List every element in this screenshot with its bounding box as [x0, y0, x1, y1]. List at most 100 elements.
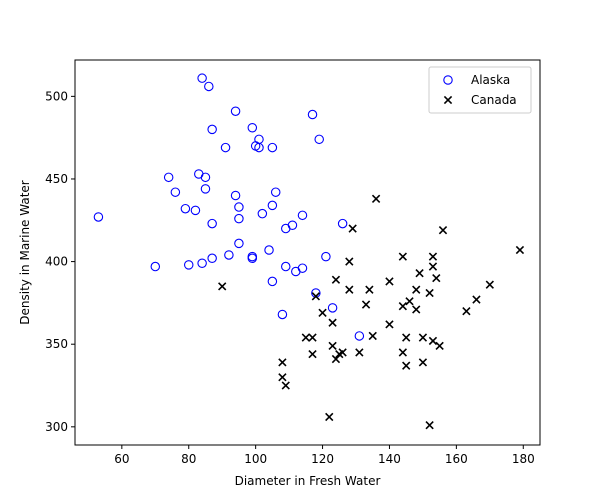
x-tick-label: 120 [311, 452, 334, 466]
data-point-alaska [267, 142, 278, 153]
data-point-alaska [207, 218, 217, 229]
legend-item-alaska: Alaska [443, 73, 510, 87]
data-point-alaska [321, 251, 331, 262]
data-point-alaska [220, 142, 231, 153]
data-point-canada [435, 341, 444, 351]
data-point-canada [398, 302, 408, 311]
data-point-canada [485, 280, 494, 289]
data-point-alaska [247, 122, 258, 133]
data-point-alaska [354, 331, 365, 341]
data-point-canada [412, 285, 421, 294]
data-point-canada [428, 336, 438, 346]
data-point-alaska [224, 250, 234, 260]
data-point-canada [348, 224, 357, 233]
data-point-canada [515, 245, 525, 255]
data-point-alaska [307, 109, 318, 120]
data-point-canada [331, 354, 341, 364]
data-point-canada [368, 331, 377, 341]
data-point-canada [428, 252, 438, 261]
data-point-alaska [93, 212, 104, 222]
points-layer [93, 73, 525, 430]
data-point-canada [425, 288, 434, 298]
data-point-canada [218, 282, 227, 291]
data-point-canada [385, 320, 394, 329]
data-point-canada [328, 318, 337, 327]
data-point-canada [311, 292, 321, 301]
data-point-alaska [264, 245, 274, 255]
data-point-alaska [234, 213, 244, 224]
x-tick-label: 60 [114, 452, 129, 466]
data-point-alaska [270, 187, 281, 197]
data-point-alaska [314, 134, 324, 145]
data-point-alaska [207, 253, 217, 264]
data-point-alaska [277, 309, 288, 320]
data-point-canada [402, 333, 411, 342]
data-point-alaska [257, 208, 268, 219]
data-point-alaska [207, 124, 217, 135]
y-axis-label: Density in Marine Water [18, 180, 32, 325]
data-point-canada [345, 285, 354, 294]
x-tick-label: 140 [378, 452, 401, 466]
data-point-alaska [230, 106, 241, 116]
data-point-canada [472, 295, 481, 304]
data-point-alaska [170, 187, 181, 197]
data-point-canada [308, 349, 317, 359]
data-point-alaska [327, 303, 338, 313]
data-point-alaska [200, 172, 211, 183]
data-point-alaska [150, 261, 161, 272]
data-point-alaska [197, 258, 207, 268]
legend: Alaska Canada [428, 66, 532, 114]
data-point-canada [412, 305, 421, 314]
data-point-canada [425, 421, 434, 430]
data-point-alaska [281, 261, 291, 272]
data-point-canada [405, 297, 414, 306]
data-point-alaska [234, 202, 244, 212]
x-axis-label: Diameter in Fresh Water [235, 474, 381, 488]
data-point-canada [418, 358, 428, 367]
data-point-alaska [247, 253, 258, 264]
data-point-alaska [337, 218, 348, 229]
data-point-canada [402, 361, 411, 370]
data-point-canada [361, 300, 371, 309]
legend-items: Alaska Canada [443, 73, 517, 107]
y-tick-label: 500 [45, 89, 68, 103]
data-point-canada [385, 277, 394, 286]
data-point-alaska [230, 190, 241, 201]
legend-label-alaska: Alaska [471, 73, 510, 87]
data-point-canada [318, 308, 327, 317]
legend-box [428, 66, 532, 114]
legend-label-canada: Canada [471, 93, 517, 107]
data-point-canada [338, 348, 347, 357]
y-tick-label: 450 [45, 172, 68, 186]
legend-marker-canada [443, 95, 453, 105]
legend-marker-alaska [443, 75, 453, 85]
data-point-alaska [183, 260, 194, 270]
data-point-alaska [190, 205, 201, 216]
data-point-canada [281, 381, 290, 390]
data-point-canada [308, 333, 317, 342]
data-point-alaska [267, 200, 278, 211]
data-point-alaska [234, 238, 244, 249]
data-point-alaska [200, 184, 211, 194]
data-point-canada [398, 252, 408, 261]
data-point-canada [355, 348, 364, 357]
data-point-alaska [163, 172, 174, 183]
y-tick-label: 350 [45, 337, 68, 351]
data-point-canada [462, 306, 471, 316]
data-point-alaska [297, 210, 308, 221]
x-tick-label: 180 [512, 452, 535, 466]
data-point-canada [345, 257, 354, 266]
data-point-alaska [297, 263, 308, 273]
x-tick-label: 160 [445, 452, 468, 466]
data-point-alaska [254, 142, 264, 153]
data-point-canada [331, 275, 341, 284]
legend-item-canada: Canada [443, 93, 517, 107]
plot-frame [74, 59, 541, 446]
data-point-canada [365, 285, 374, 294]
data-point-canada [328, 341, 337, 351]
data-point-canada [398, 348, 408, 357]
y-tick-label: 400 [45, 255, 68, 269]
x-axis: 60 80 100 120 140 160 180 [114, 445, 535, 466]
data-point-alaska [197, 73, 207, 83]
